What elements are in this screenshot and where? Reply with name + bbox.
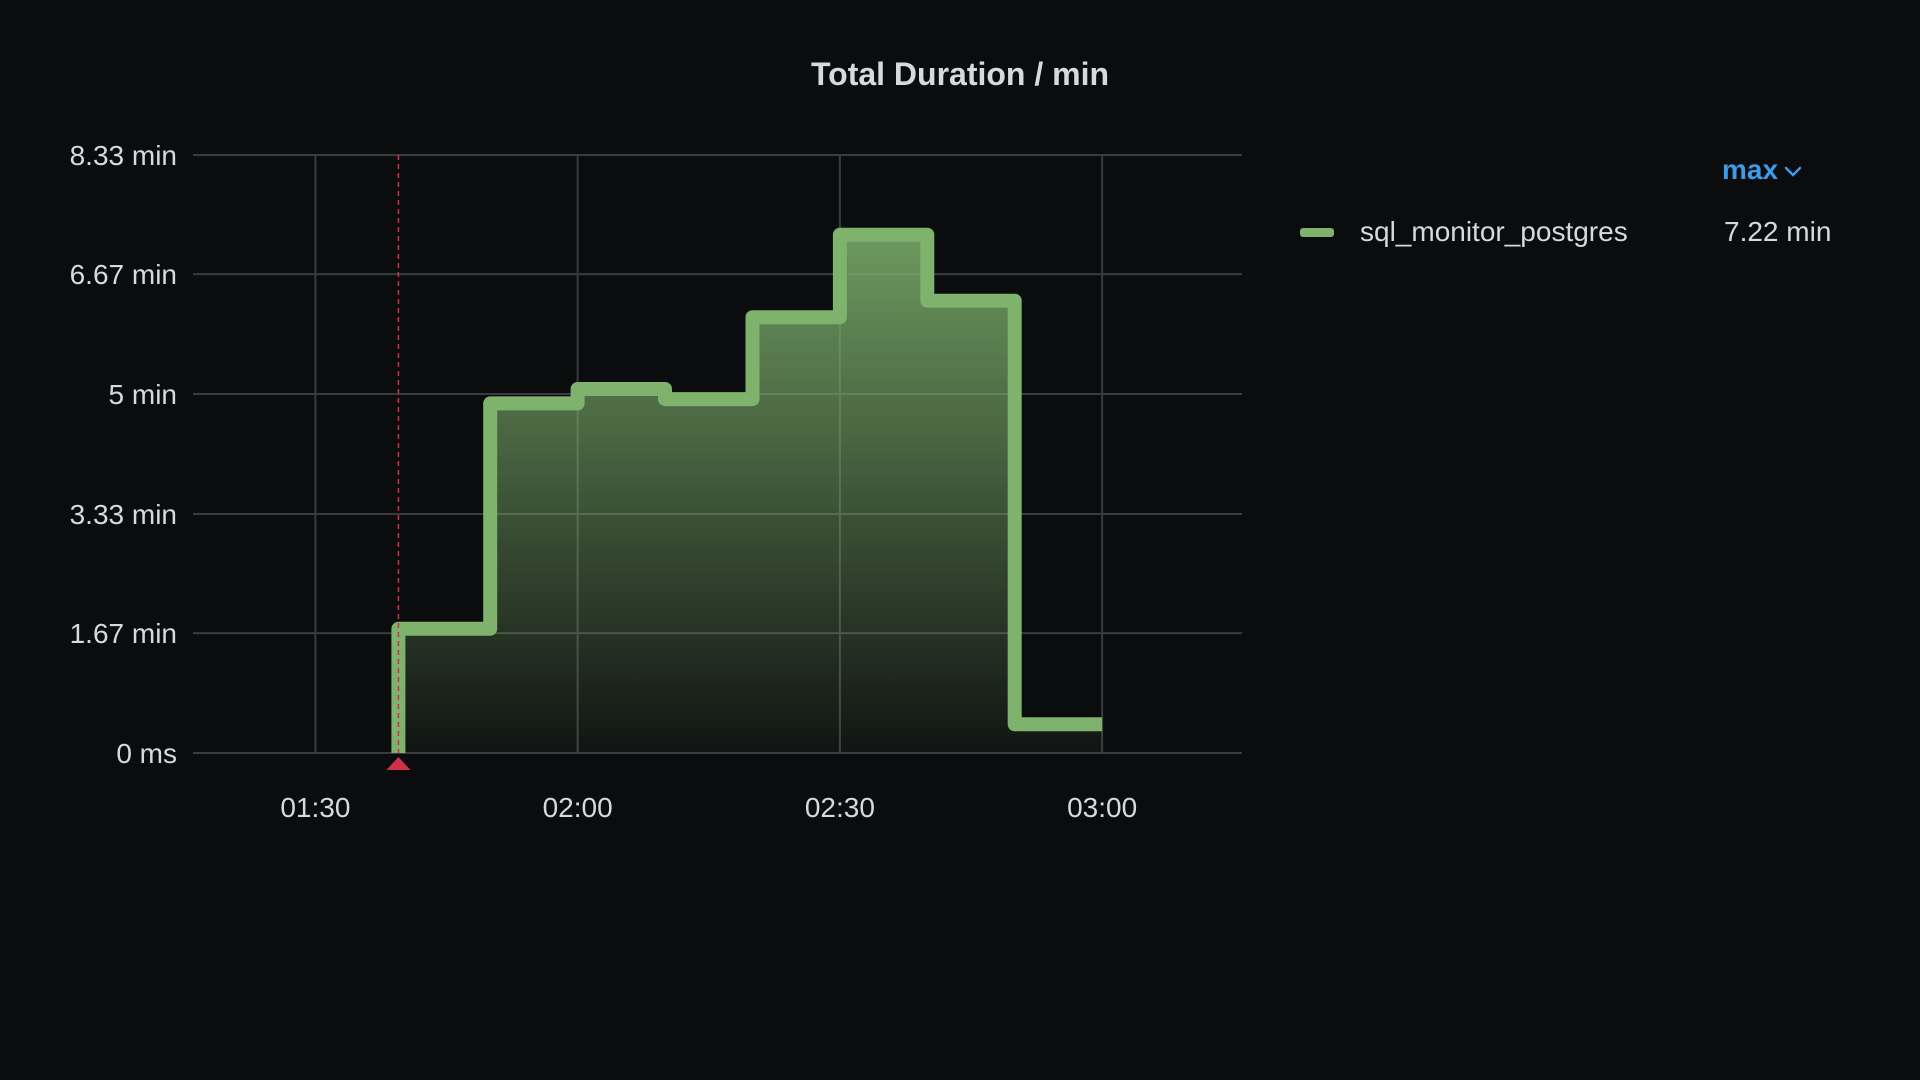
y-tick-label: 6.67 min	[70, 259, 177, 290]
y-tick-label: 3.33 min	[70, 499, 177, 530]
annotations	[386, 155, 411, 770]
y-tick-label: 5 min	[109, 379, 177, 410]
x-axis-ticks: 01:30 02:00 02:30 03:00	[280, 792, 1137, 823]
x-tick-label: 01:30	[280, 792, 350, 823]
series-line	[391, 227, 1103, 753]
legend-series-max-value: 7.22 min	[1724, 216, 1832, 247]
x-tick-label: 02:00	[543, 792, 613, 823]
legend-sort-button[interactable]: max	[1722, 154, 1802, 186]
y-tick-label: 8.33 min	[70, 140, 177, 171]
y-tick-label: 1.67 min	[70, 618, 177, 649]
y-axis-ticks: 0 ms 1.67 min 3.33 min 5 min 6.67 min 8.33 mi…	[70, 140, 177, 769]
series-area	[398, 234, 1103, 753]
x-tick-label: 02:30	[805, 792, 875, 823]
series-area-fill	[398, 234, 1103, 753]
legend-series-swatch	[1300, 227, 1334, 237]
x-tick-label: 03:00	[1067, 792, 1137, 823]
series-line-path	[391, 227, 1103, 753]
chart-title: Total Duration / min	[810, 56, 1110, 92]
legend-sort-label: max	[1722, 154, 1779, 185]
chevron-down-icon	[1784, 166, 1802, 177]
legend-item[interactable]: sql_monitor_postgres 7.22 min	[1300, 212, 1840, 252]
annotation-marker	[386, 757, 411, 770]
y-tick-label: 0 ms	[116, 738, 177, 769]
legend-series-name: sql_monitor_postgres	[1360, 216, 1628, 247]
